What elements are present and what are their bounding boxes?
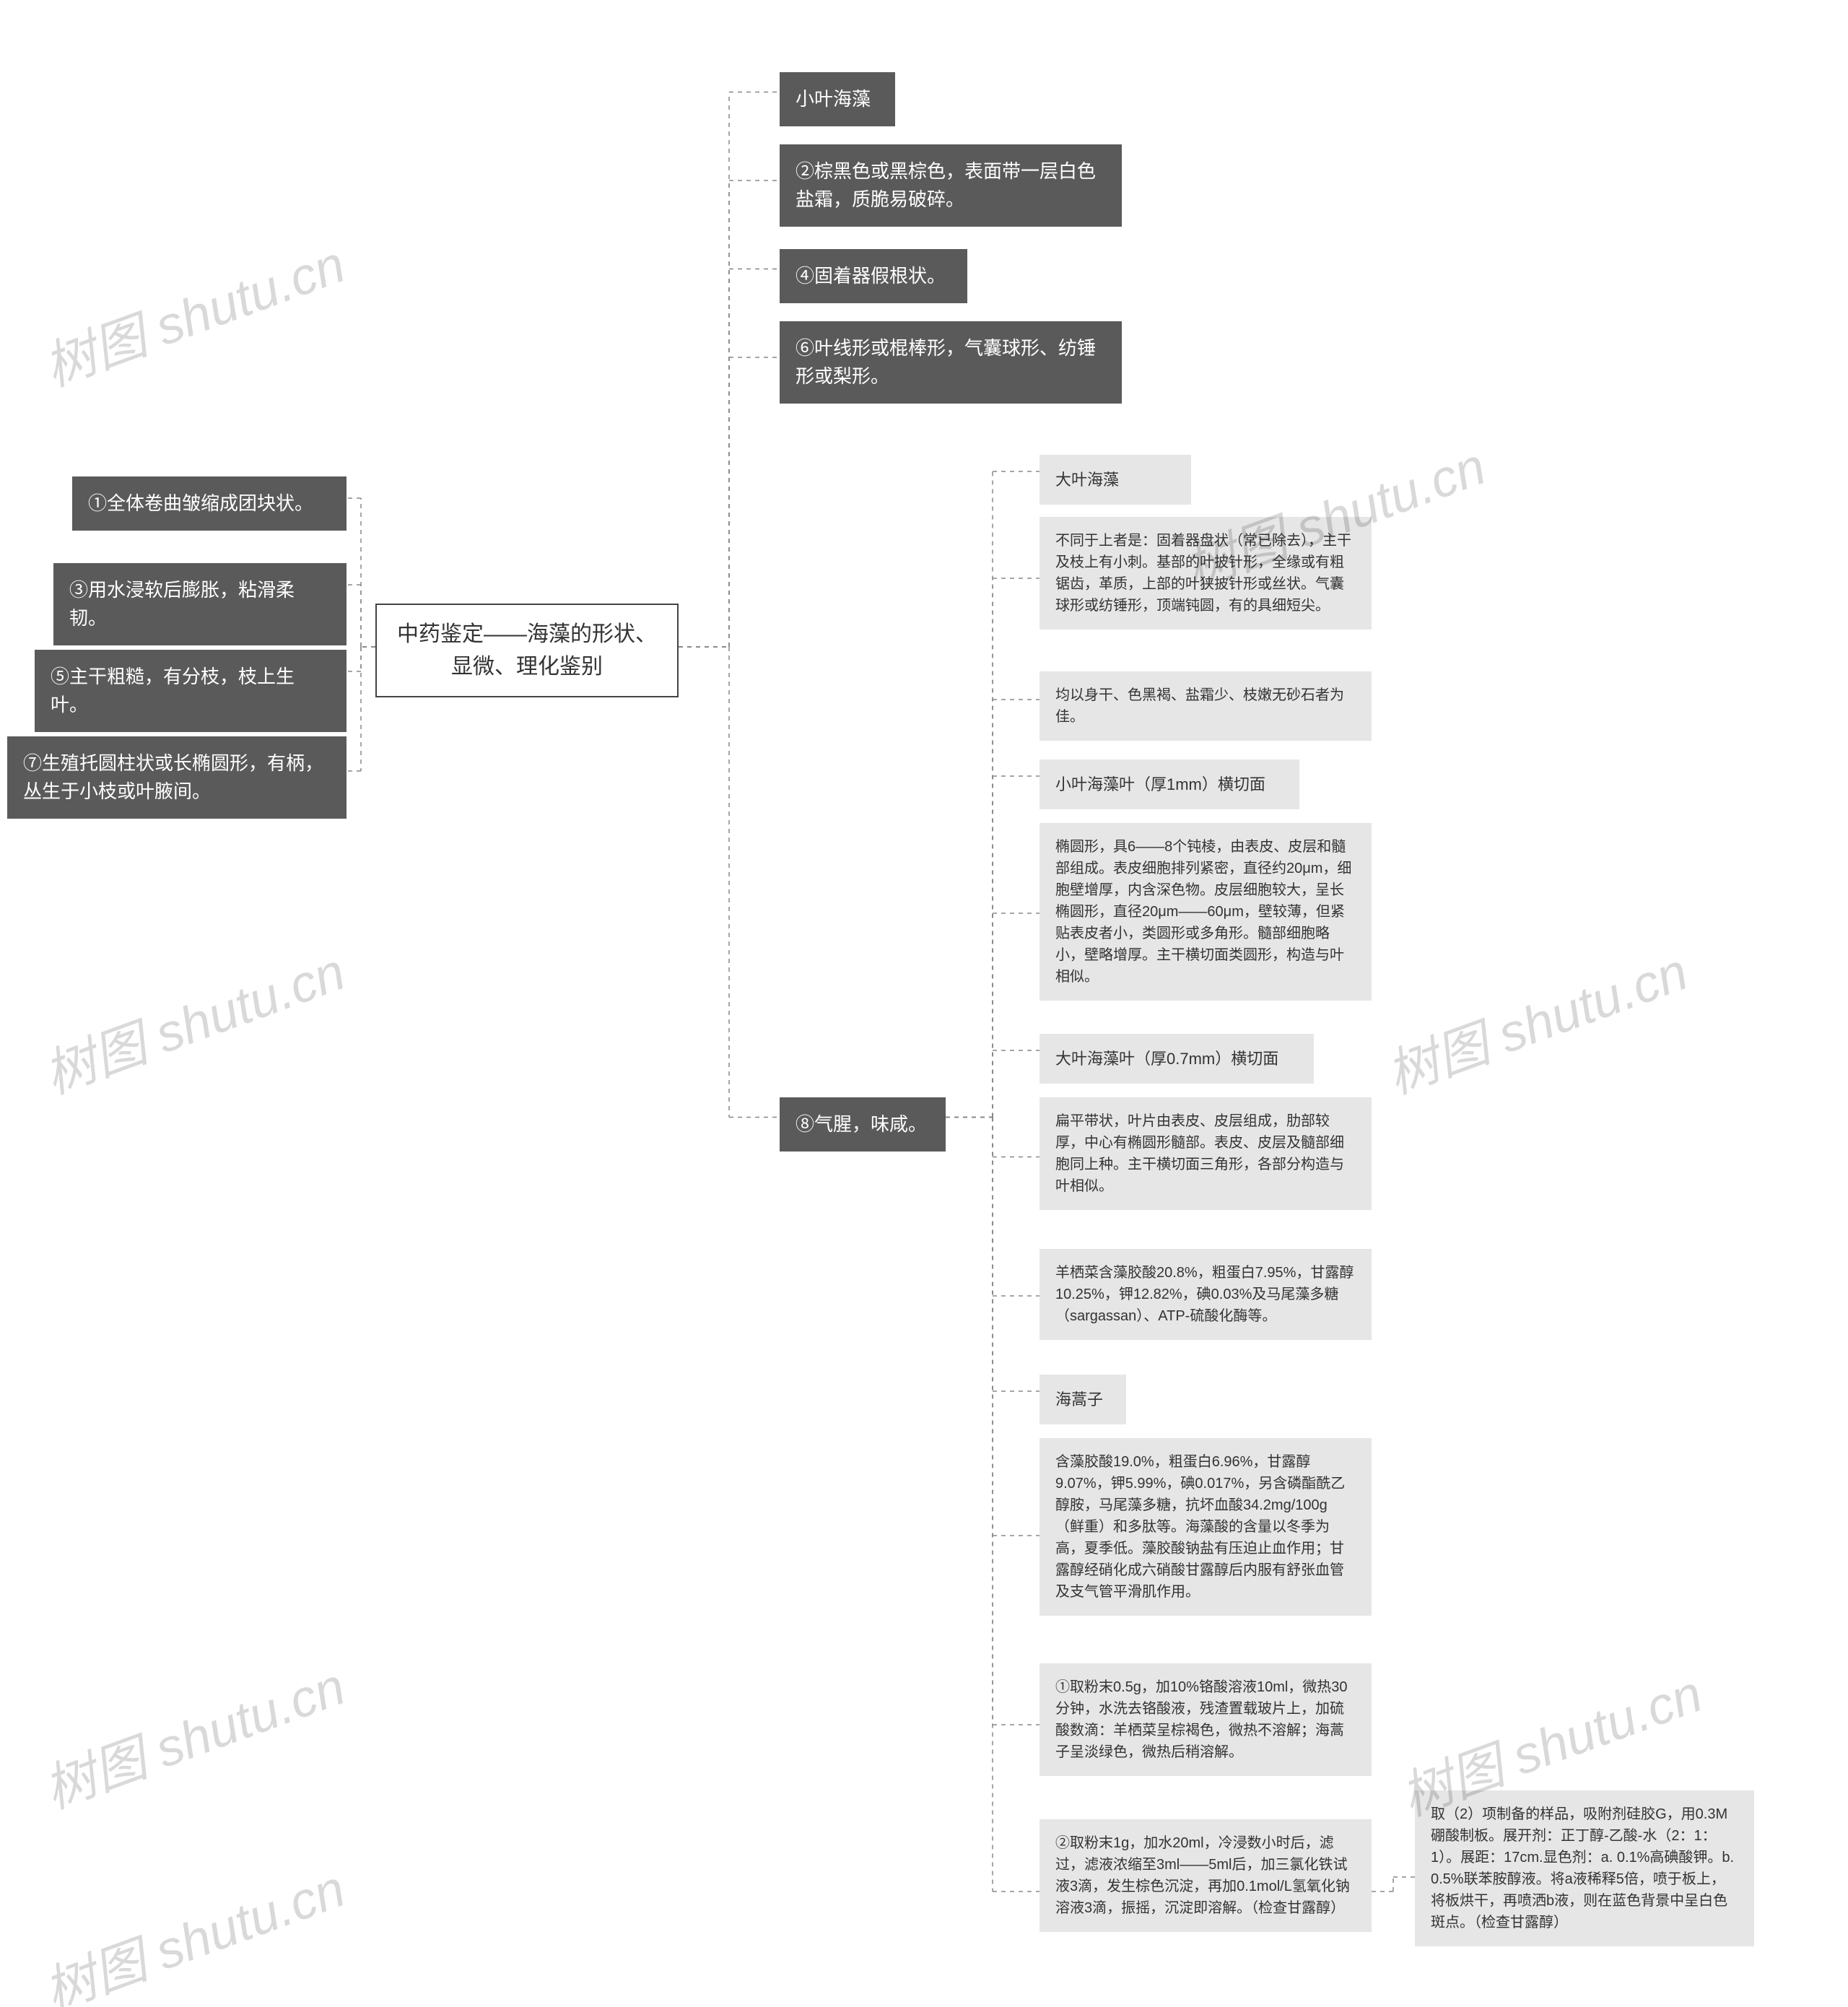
root-node: 中药鉴定——海藻的形状、显微、理化鉴别	[375, 604, 679, 697]
watermark: 树图 shutu.cn	[32, 1846, 354, 2007]
watermark: 树图 shutu.cn	[32, 929, 354, 1108]
right-node-4: ⑥叶线形或棍棒形，气囊球形、纺锤形或梨形。	[780, 321, 1122, 404]
gray-node-11: ①取粉末0.5g，加10%铬酸溶液10ml，微热30分钟，水洗去铬酸液，残渣置载…	[1040, 1663, 1372, 1776]
gray-node-04: 小叶海藻叶（厚1mm）横切面	[1040, 759, 1299, 809]
mid-node-8: ⑧气腥，味咸。	[780, 1097, 946, 1151]
watermark: 树图 shutu.cn	[32, 1644, 354, 1823]
right-node-3: ④固着器假根状。	[780, 249, 967, 303]
gray-node-03: 均以身干、色黑褐、盐霜少、枝嫩无砂石者为佳。	[1040, 671, 1372, 741]
gray-node-07: 扁平带状，叶片由表皮、皮层组成，肋部较厚，中心有椭圆形髓部。表皮、皮层及髓部细胞…	[1040, 1097, 1372, 1210]
leaf-node: 取（2）项制备的样品，吸附剂硅胶G，用0.3M硼酸制板。展开剂：正丁醇-乙酸-水…	[1415, 1790, 1754, 1946]
gray-node-06: 大叶海藻叶（厚0.7mm）横切面	[1040, 1034, 1314, 1084]
gray-node-02: 不同于上者是：固着器盘状（常已除去），主干及枝上有小刺。基部的叶披针形，全缘或有…	[1040, 517, 1372, 630]
mindmap-canvas: 中药鉴定——海藻的形状、显微、理化鉴别 ①全体卷曲皱缩成团块状。 ③用水浸软后膨…	[0, 0, 1848, 2007]
left-node-4: ⑦生殖托圆柱状或长椭圆形，有柄，丛生于小枝或叶腋间。	[7, 736, 346, 819]
gray-node-08: 羊栖菜含藻胶酸20.8%，粗蛋白7.95%，甘露醇10.25%，钾12.82%，…	[1040, 1249, 1372, 1340]
left-node-2: ③用水浸软后膨胀，粘滑柔韧。	[53, 563, 346, 645]
right-node-1: 小叶海藻	[780, 72, 895, 126]
gray-node-01: 大叶海藻	[1040, 455, 1191, 505]
gray-node-10: 含藻胶酸19.0%，粗蛋白6.96%，甘露醇9.07%，钾5.99%，碘0.01…	[1040, 1438, 1372, 1616]
left-node-3: ⑤主干粗糙，有分枝，枝上生叶。	[35, 650, 346, 732]
gray-node-12: ②取粉末1g，加水20ml，冷浸数小时后，滤过，滤液浓缩至3ml——5ml后，加…	[1040, 1819, 1372, 1932]
gray-node-05: 椭圆形，具6——8个钝棱，由表皮、皮层和髓部组成。表皮细胞排列紧密，直径约20μ…	[1040, 823, 1372, 1001]
right-node-2: ②棕黑色或黑棕色，表面带一层白色盐霜，质脆易破碎。	[780, 144, 1122, 227]
watermark: 树图 shutu.cn	[1374, 929, 1696, 1108]
watermark: 树图 shutu.cn	[32, 222, 354, 401]
left-node-1: ①全体卷曲皱缩成团块状。	[72, 476, 346, 531]
gray-node-09: 海蒿子	[1040, 1375, 1126, 1424]
